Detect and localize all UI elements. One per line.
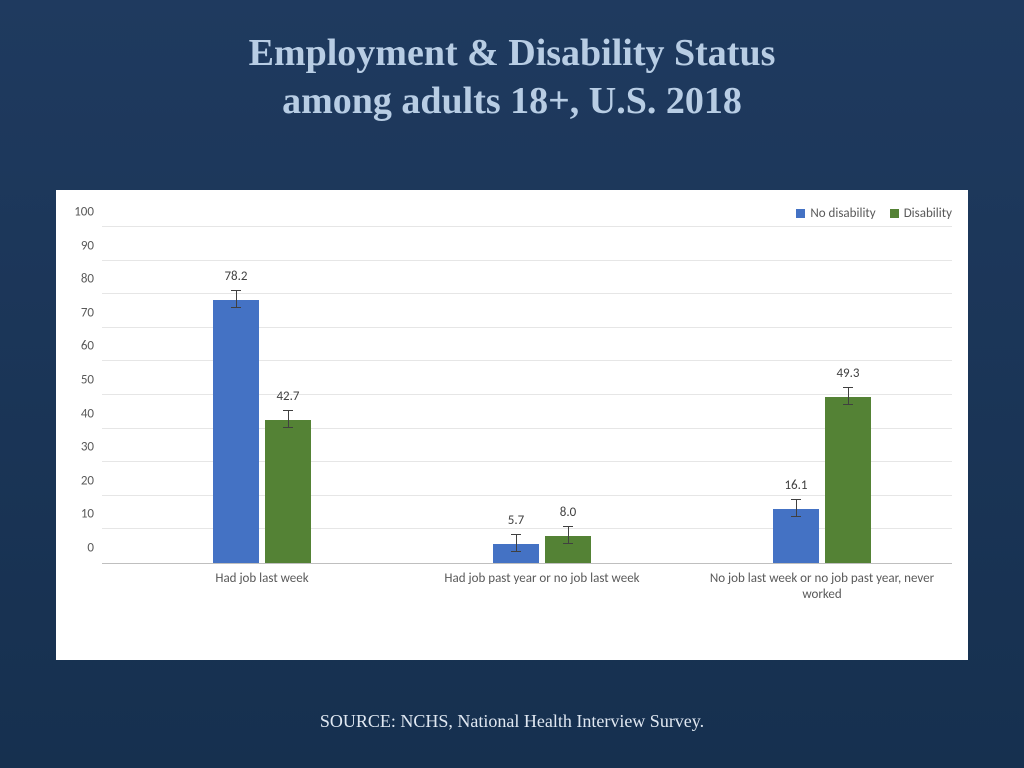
- bar: 8.0: [545, 536, 591, 563]
- error-bar: [511, 534, 521, 552]
- x-axis-category-label: Had job past year or no job last week: [422, 571, 662, 587]
- source-citation: SOURCE: NCHS, National Health Interview …: [0, 711, 1024, 732]
- legend-label: No disability: [810, 206, 875, 221]
- error-bar: [791, 499, 801, 517]
- error-bar: [563, 526, 573, 544]
- y-axis-tick: 60: [81, 339, 102, 354]
- y-axis-tick: 100: [74, 205, 102, 220]
- y-axis-tick: 0: [87, 541, 102, 556]
- bar: 16.1: [773, 509, 819, 563]
- y-axis-tick: 10: [81, 507, 102, 522]
- y-axis-tick: 80: [81, 272, 102, 287]
- legend-swatch: [890, 209, 899, 218]
- bar: 78.2: [213, 300, 259, 563]
- chart-legend: No disability Disability: [796, 206, 952, 221]
- y-axis-tick: 90: [81, 238, 102, 253]
- y-axis-tick: 20: [81, 473, 102, 488]
- y-axis-tick: 40: [81, 406, 102, 421]
- chart-plot-area: 010203040506070809010078.242.7Had job la…: [102, 228, 952, 564]
- bar-value-label: 8.0: [560, 505, 576, 520]
- y-axis-tick: 30: [81, 440, 102, 455]
- bar: 49.3: [825, 397, 871, 563]
- error-bar: [843, 387, 853, 405]
- bar-value-label: 16.1: [784, 478, 807, 493]
- title-line-1: Employment & Disability Status: [0, 30, 1024, 78]
- chart-panel: No disability Disability 010203040506070…: [56, 190, 968, 660]
- bar-value-label: 5.7: [508, 513, 524, 528]
- bar: 5.7: [493, 544, 539, 563]
- gridline: [102, 226, 952, 227]
- bar-value-label: 78.2: [224, 269, 247, 284]
- bar-value-label: 42.7: [276, 389, 299, 404]
- bar-value-label: 49.3: [836, 366, 859, 381]
- legend-item-disability: Disability: [890, 206, 952, 221]
- slide-title: Employment & Disability Status among adu…: [0, 0, 1024, 125]
- legend-swatch: [796, 209, 805, 218]
- title-line-2: among adults 18+, U.S. 2018: [0, 78, 1024, 126]
- bar-group: 16.149.3No job last week or no job past …: [702, 228, 942, 563]
- y-axis-tick: 50: [81, 373, 102, 388]
- y-axis-tick: 70: [81, 305, 102, 320]
- x-axis-category-label: No job last week or no job past year, ne…: [702, 571, 942, 604]
- error-bar: [283, 410, 293, 428]
- error-bar: [231, 290, 241, 308]
- legend-label: Disability: [904, 206, 952, 221]
- bar: 42.7: [265, 420, 311, 563]
- legend-item-no-disability: No disability: [796, 206, 875, 221]
- bar-group: 78.242.7Had job last week: [142, 228, 382, 563]
- x-axis-category-label: Had job last week: [142, 571, 382, 587]
- bar-group: 5.78.0Had job past year or no job last w…: [422, 228, 662, 563]
